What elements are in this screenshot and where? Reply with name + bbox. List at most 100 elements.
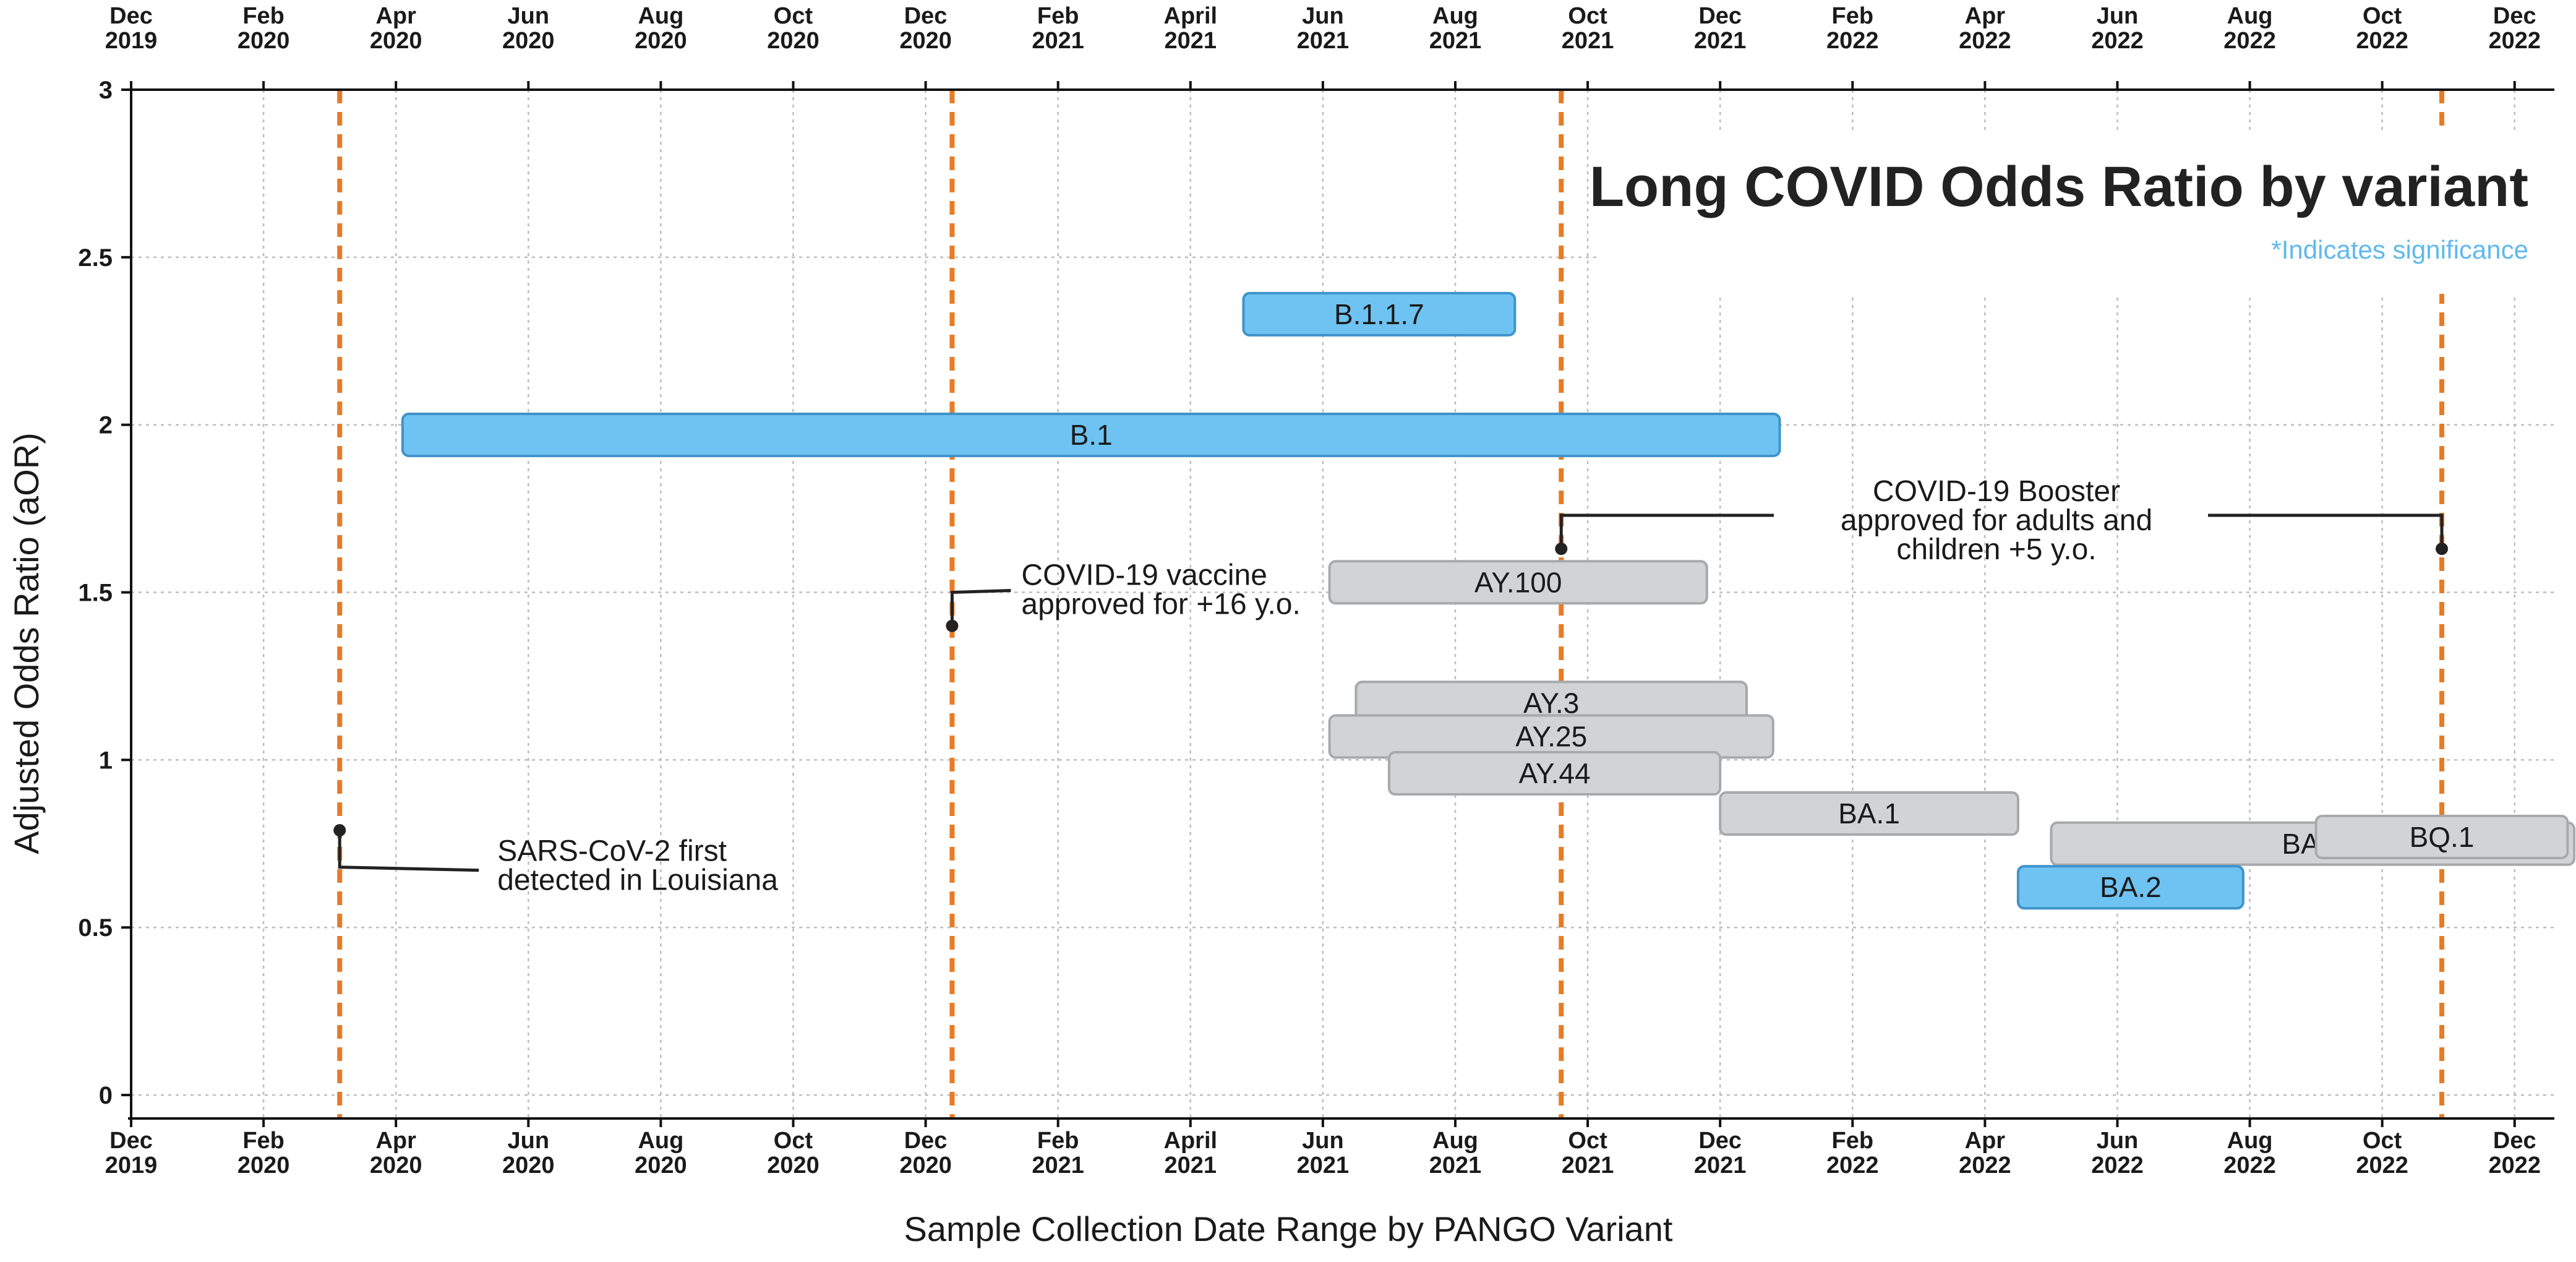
x-tick-label: 2021: [1165, 28, 1217, 54]
x-tick-label: Jun: [508, 3, 550, 29]
x-tick-label: Feb: [242, 3, 285, 29]
axes: Dec2019Dec2019Feb2020Feb2020Apr2020Apr20…: [78, 3, 2554, 1178]
x-tick-label: 2022: [2356, 1153, 2408, 1178]
x-tick-label: Feb: [1037, 3, 1079, 29]
event-label-text: COVID-19 vaccine: [1021, 559, 1267, 592]
x-tick-label: Jun: [2097, 3, 2139, 29]
leader-line: [950, 589, 1011, 626]
x-tick-label: 2020: [899, 28, 952, 54]
x-tick-label: Oct: [1568, 3, 1607, 29]
x-tick-label: Dec: [1698, 3, 1742, 29]
x-tick-label: 2020: [370, 28, 422, 54]
event-dot: [946, 619, 959, 632]
x-tick-label: Jun: [508, 1128, 550, 1154]
event-label-text: SARS-CoV-2 first: [497, 835, 727, 868]
x-tick-label: 2021: [1429, 28, 1482, 54]
event-dot: [2436, 543, 2449, 556]
x-tick-label: 2021: [1694, 28, 1747, 54]
x-tick-label: Dec: [2493, 3, 2536, 29]
event-label-text: children +5 y.o.: [1896, 533, 2096, 566]
x-tick-label: 2020: [237, 28, 290, 54]
x-tick-label: April: [1164, 3, 1218, 29]
x-tick-label: 2020: [502, 1153, 555, 1178]
x-tick-label: Oct: [774, 1128, 813, 1154]
x-tick-label: 2020: [635, 1153, 687, 1178]
x-tick-label: 2021: [1297, 1153, 1350, 1178]
x-tick-label: Aug: [1432, 3, 1478, 29]
variant-bar-label: BA.1: [1838, 797, 1900, 830]
x-tick-label: 2021: [1032, 1153, 1084, 1178]
x-tick-label: 2022: [2356, 28, 2408, 54]
x-tick-label: 2020: [370, 1153, 422, 1178]
x-tick-label: Dec: [904, 3, 948, 29]
x-tick-label: Apr: [1965, 1128, 2006, 1154]
y-tick-label: 1.5: [78, 580, 113, 607]
x-tick-label: Jun: [1302, 3, 1344, 29]
chart-title: Long COVID Odds Ratio by variant: [1590, 155, 2528, 218]
x-tick-label: 2020: [767, 1153, 819, 1178]
x-tick-label: 2020: [635, 28, 687, 54]
x-tick-label: 2021: [1562, 1153, 1614, 1178]
x-tick-label: Apr: [1965, 3, 2006, 29]
variant-bar-label: B.1.1.7: [1334, 298, 1424, 330]
x-tick-label: 2022: [2223, 1153, 2276, 1178]
x-tick-label: Dec: [1698, 1128, 1742, 1154]
x-tick-label: 2022: [2223, 28, 2276, 54]
x-tick-label: Dec: [2493, 1128, 2536, 1154]
x-tick-label: Jun: [1302, 1128, 1344, 1154]
x-tick-label: Oct: [2363, 3, 2402, 29]
variant-bar: [1719, 791, 2019, 836]
x-tick-label: 2022: [1959, 28, 2011, 54]
x-tick-label: 2022: [1826, 28, 1879, 54]
variant-bar-label: B.1: [1070, 419, 1113, 451]
event-label-text: COVID-19 Booster: [1873, 475, 2120, 508]
event-dot: [333, 824, 346, 837]
y-tick-label: 0.5: [78, 914, 113, 942]
variant-bar-label: BA.2: [2100, 871, 2162, 903]
x-tick-label: Oct: [774, 3, 813, 29]
x-tick-label: Jun: [2097, 1128, 2139, 1154]
x-tick-label: 2022: [2488, 28, 2541, 54]
variant-bar: [401, 412, 1781, 457]
x-tick-label: 2020: [899, 1153, 952, 1178]
x-tick-label: Aug: [1432, 1128, 1478, 1154]
variant-bar: [2314, 814, 2569, 859]
x-tick-label: Oct: [1568, 1128, 1607, 1154]
x-tick-label: 2019: [105, 28, 158, 54]
x-tick-label: Apr: [375, 3, 416, 29]
variant-bar: [1328, 560, 1708, 605]
y-tick-label: 3: [99, 77, 113, 104]
variant-bar-label: AY.3: [1523, 687, 1579, 719]
leader-line: [338, 830, 479, 872]
x-tick-label: Apr: [375, 1128, 416, 1154]
x-tick-label: Feb: [1831, 3, 1873, 29]
y-tick-label: 1: [99, 747, 113, 774]
x-tick-label: Dec: [109, 3, 153, 29]
y-axis-title: Adjusted Odds Ratio (aOR): [7, 432, 46, 854]
x-tick-label: 2022: [1826, 1153, 1879, 1178]
x-tick-label: 2020: [502, 28, 555, 54]
variant-bar-label: BQ.1: [2410, 821, 2475, 853]
x-tick-label: 2021: [1165, 1153, 1217, 1178]
variant-bar: [1387, 751, 1722, 796]
event-label-text: approved for +16 y.o.: [1021, 588, 1300, 621]
variant-bar-label: AY.25: [1515, 720, 1587, 752]
y-tick-label: 0: [99, 1082, 113, 1109]
variant-bar-label: AY.100: [1474, 566, 1562, 598]
x-tick-label: Aug: [638, 1128, 683, 1154]
x-tick-label: 2020: [237, 1153, 290, 1178]
x-tick-label: Aug: [2227, 1128, 2273, 1154]
x-tick-label: Aug: [638, 3, 683, 29]
x-tick-label: 2021: [1694, 1153, 1747, 1178]
x-tick-label: 2021: [1032, 28, 1084, 54]
x-tick-label: April: [1164, 1128, 1218, 1154]
x-tick-label: Dec: [904, 1128, 948, 1154]
x-tick-label: 2022: [2091, 28, 2144, 54]
y-tick-label: 2.5: [78, 244, 113, 272]
title-backdrop: [1599, 133, 2564, 294]
x-tick-label: 2021: [1429, 1153, 1482, 1178]
x-tick-label: 2020: [767, 28, 819, 54]
leader-line: [1559, 513, 1774, 549]
